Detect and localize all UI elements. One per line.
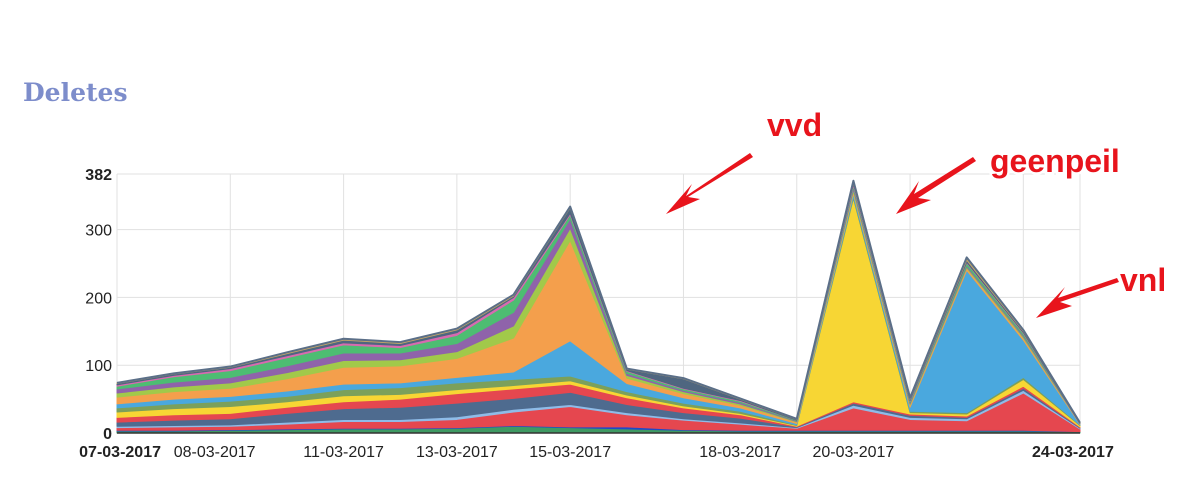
annotation-label-vnl: vnl — [1120, 262, 1166, 298]
y-axis-ticks: 382 300 200 100 0 — [85, 167, 112, 443]
x-axis-ticks: 07-03-2017 08-03-2017 11-03-2017 13-03-2017… — [79, 444, 1114, 461]
y-tick-label: 0 — [103, 426, 112, 443]
y-tick-label: 300 — [85, 223, 112, 240]
y-tick-label: 382 — [85, 167, 112, 184]
stack-outline — [116, 179, 1081, 424]
x-tick-label: 11-03-2017 — [303, 444, 384, 461]
x-tick-label: 15-03-2017 — [529, 444, 611, 461]
series-areas — [116, 179, 1081, 434]
annotation-label-vvd: vvd — [767, 107, 822, 143]
x-tick-label: 08-03-2017 — [174, 444, 256, 461]
x-tick-label: 13-03-2017 — [416, 444, 498, 461]
x-tick-label: 24-03-2017 — [1032, 444, 1114, 461]
chart-title: Deletes — [23, 78, 128, 107]
x-tick-label: 20-03-2017 — [812, 444, 894, 461]
y-tick-label: 100 — [85, 358, 112, 375]
annotation-arrow-vvd — [666, 153, 753, 214]
annotation-arrow-geenpeil — [896, 157, 976, 214]
y-tick-label: 200 — [85, 290, 112, 307]
annotation-arrow-vnl — [1036, 278, 1119, 318]
annotations: vvd geenpeil vnl — [666, 105, 1169, 318]
annotation-label-geenpeil: geenpeil — [990, 143, 1120, 179]
x-tick-label: 07-03-2017 — [79, 444, 161, 461]
x-tick-label: 18-03-2017 — [699, 444, 781, 461]
